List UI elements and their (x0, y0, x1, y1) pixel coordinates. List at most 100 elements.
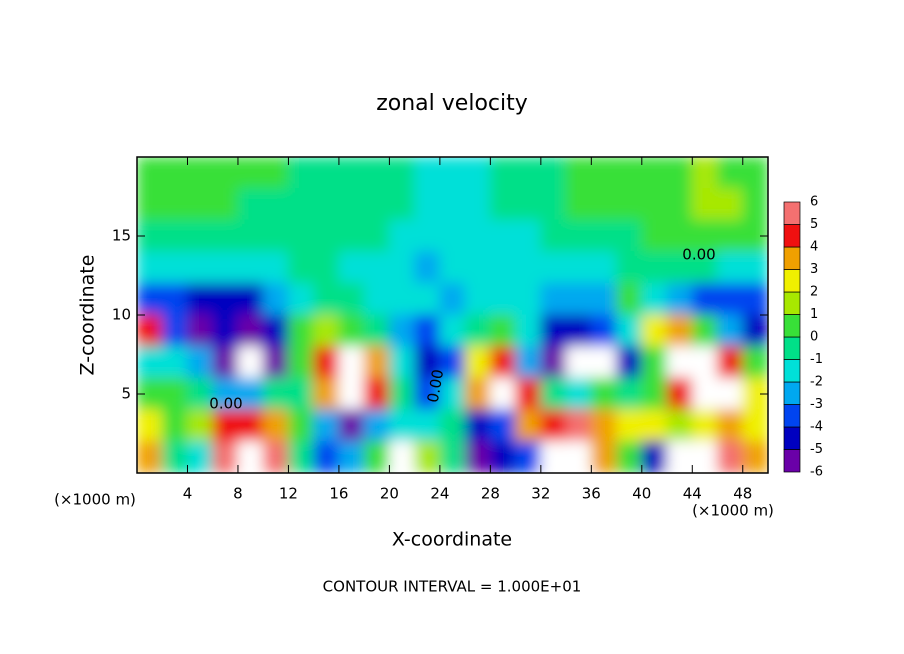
field-cell (717, 346, 744, 379)
field-cell (565, 440, 592, 473)
field-cell (590, 377, 618, 411)
field-cell (515, 251, 542, 284)
field-cell (691, 440, 719, 473)
field (137, 157, 768, 473)
field-cell (363, 409, 390, 442)
field-cell (742, 251, 768, 284)
field-cell (363, 314, 390, 348)
field-cell (212, 346, 239, 379)
field-cell (666, 440, 693, 473)
colorbar-tick-label: 5 (810, 217, 818, 232)
colorbar-cell (783, 381, 801, 405)
field-cell (237, 157, 264, 190)
field-cell (641, 346, 668, 379)
field-cell (540, 251, 567, 284)
field-cell (641, 188, 668, 221)
field-cell (489, 282, 517, 316)
field-cell (691, 219, 719, 253)
field-cell (212, 157, 239, 190)
colorbar-tick-label: 2 (810, 285, 818, 300)
field-cell (742, 346, 768, 379)
x-tick-label: 32 (531, 485, 550, 503)
field-cell (439, 188, 466, 221)
field-cell (388, 314, 416, 348)
x-tick-label: 48 (733, 485, 752, 503)
field-cell (691, 346, 719, 379)
field-cell (691, 282, 719, 316)
field-cell (237, 377, 264, 411)
field-cell (414, 282, 441, 316)
field-cell (212, 251, 239, 284)
cells (137, 157, 768, 473)
field-cell (287, 157, 315, 190)
field-cell (540, 188, 567, 221)
field-cell (641, 409, 668, 442)
field-cell (691, 377, 719, 411)
field-cell (137, 314, 163, 348)
field-cell (590, 440, 618, 473)
field-cell (742, 282, 768, 316)
colorbar-tick-label: -5 (810, 442, 823, 457)
colorbar-tick-label: -3 (810, 397, 823, 412)
field-cell (691, 251, 719, 284)
field-cell (137, 409, 163, 442)
field-cell (641, 314, 668, 348)
colorbar-cell (783, 404, 801, 428)
y-tick-label: 15 (112, 227, 131, 245)
field-cell (388, 157, 416, 190)
field-cell (641, 157, 668, 190)
field-cell (540, 314, 567, 348)
field-cell (287, 346, 315, 379)
field-cell (515, 409, 542, 442)
field-cell (414, 409, 441, 442)
field-cell (717, 409, 744, 442)
field-cell (515, 219, 542, 253)
field-cell (313, 314, 340, 348)
field-cell (161, 188, 188, 221)
field-cell (212, 440, 239, 473)
contour-label: 0.00 (424, 368, 448, 404)
field-cell (540, 409, 567, 442)
field-cell (590, 409, 618, 442)
field-cell (363, 188, 390, 221)
field-cell (439, 219, 466, 253)
field-cell (137, 346, 163, 379)
field-cell (565, 157, 592, 190)
colorbar-tick-label: 6 (810, 195, 818, 210)
field-cell (262, 377, 289, 411)
field-cell (388, 282, 416, 316)
field-cell (742, 440, 768, 473)
field-cell (717, 282, 744, 316)
field-cell (641, 440, 668, 473)
field-cell (464, 409, 491, 442)
field-cell (717, 219, 744, 253)
field-cell (338, 377, 365, 411)
field-cell (313, 251, 340, 284)
x-axis-label: X-coordinate (392, 529, 512, 551)
field-cell (515, 346, 542, 379)
field-cell (186, 314, 214, 348)
field-cell (742, 409, 768, 442)
field-cell (313, 282, 340, 316)
field-cell (363, 219, 390, 253)
field-cell (489, 346, 517, 379)
field-cell (590, 157, 618, 190)
x-tick-label: 4 (183, 485, 193, 503)
colorbar-cell (783, 246, 801, 270)
x-unit: (×1000 m) (692, 502, 774, 520)
field-cell (565, 409, 592, 442)
field-cell (313, 219, 340, 253)
field-cell (338, 282, 365, 316)
field-cell (666, 188, 693, 221)
field-cell (237, 282, 264, 316)
field-cell (338, 157, 365, 190)
field-cell (262, 188, 289, 221)
field-cell (666, 157, 693, 190)
field-cell (641, 282, 668, 316)
field-cell (439, 440, 466, 473)
field-cell (313, 377, 340, 411)
field-cell (691, 409, 719, 442)
field-cell (161, 314, 188, 348)
field-cell (489, 219, 517, 253)
colorbar-cell (783, 336, 801, 360)
